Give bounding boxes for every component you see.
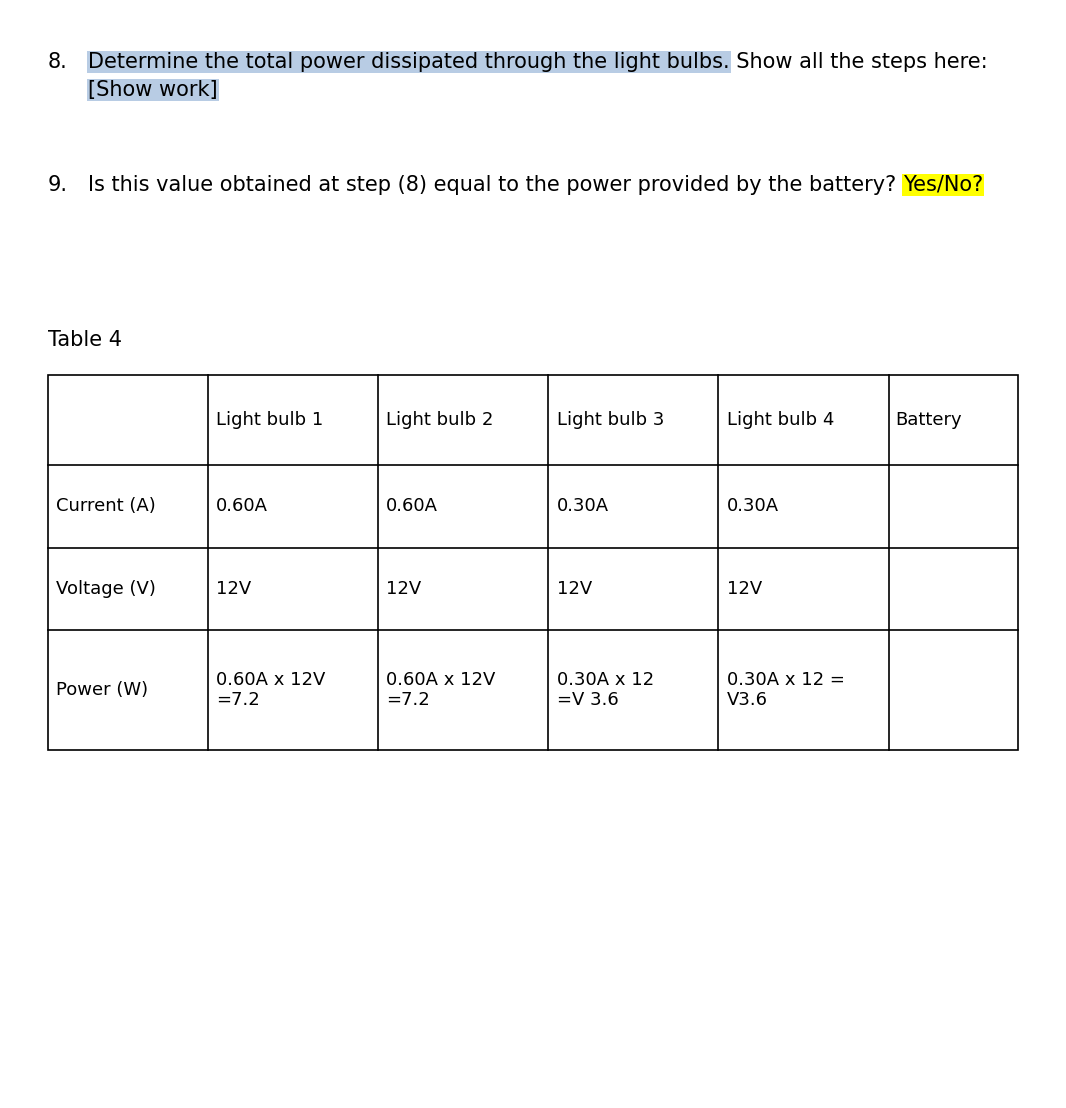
Text: 0.30A x 12
=V 3.6: 0.30A x 12 =V 3.6 — [556, 670, 653, 709]
Text: 12V: 12V — [727, 579, 762, 597]
Text: Table 4: Table 4 — [48, 330, 122, 350]
Text: 0.60A: 0.60A — [216, 497, 268, 515]
Text: Power (W): Power (W) — [56, 681, 148, 699]
Text: Is this value obtained at step (8) equal to the power provided by the battery?: Is this value obtained at step (8) equal… — [88, 175, 903, 195]
Text: [Show work]: [Show work] — [88, 80, 217, 100]
Text: 12V: 12V — [556, 579, 592, 597]
Text: 12V: 12V — [216, 579, 252, 597]
Text: Light bulb 3: Light bulb 3 — [556, 411, 664, 429]
Text: Is this value obtained at step (8) equal to the power provided by the battery? Y: Is this value obtained at step (8) equal… — [88, 175, 983, 195]
Text: 0.60A: 0.60A — [386, 497, 438, 515]
Text: Yes/No?: Yes/No? — [903, 175, 983, 195]
Text: 0.60A x 12V
=7.2: 0.60A x 12V =7.2 — [216, 670, 325, 709]
Text: Light bulb 2: Light bulb 2 — [386, 411, 494, 429]
Text: Light bulb 4: Light bulb 4 — [727, 411, 835, 429]
Text: Voltage (V): Voltage (V) — [56, 579, 156, 597]
Text: Determine the total power dissipated through the light bulbs.: Determine the total power dissipated thr… — [88, 52, 729, 72]
Text: 0.30A: 0.30A — [727, 497, 779, 515]
Text: 12V: 12V — [386, 579, 421, 597]
Text: Battery: Battery — [895, 411, 962, 429]
Text: Current (A): Current (A) — [56, 497, 156, 515]
Bar — [48, 375, 1018, 750]
Text: 8.: 8. — [48, 52, 68, 72]
Text: 0.60A x 12V
=7.2: 0.60A x 12V =7.2 — [386, 670, 496, 709]
Text: 0.30A: 0.30A — [556, 497, 609, 515]
Text: Determine the total power dissipated through the light bulbs. Show all the steps: Determine the total power dissipated thr… — [88, 52, 987, 72]
Text: 9.: 9. — [48, 175, 68, 195]
Text: Light bulb 1: Light bulb 1 — [216, 411, 323, 429]
Text: 0.30A x 12 =
V3.6: 0.30A x 12 = V3.6 — [727, 670, 844, 709]
